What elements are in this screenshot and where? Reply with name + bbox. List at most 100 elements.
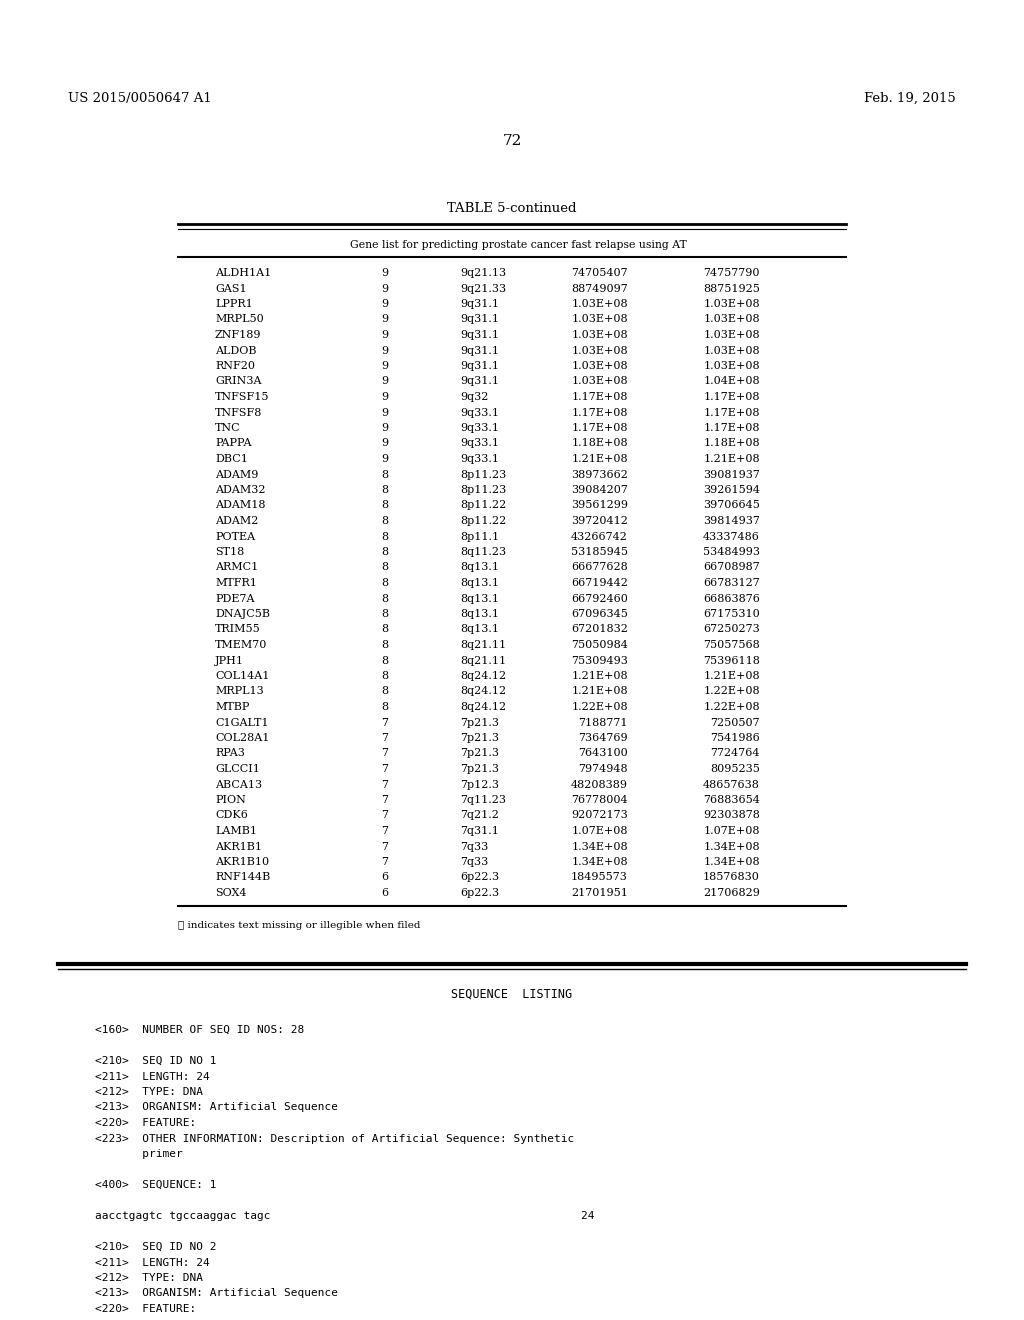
Text: 7: 7 — [382, 780, 388, 789]
Text: 66677628: 66677628 — [571, 562, 628, 573]
Text: ADAM9: ADAM9 — [215, 470, 258, 479]
Text: <212>  TYPE: DNA: <212> TYPE: DNA — [95, 1086, 203, 1097]
Text: 7188771: 7188771 — [579, 718, 628, 727]
Text: 7q33: 7q33 — [460, 842, 488, 851]
Text: POTEA: POTEA — [215, 532, 255, 541]
Text: 8095235: 8095235 — [710, 764, 760, 774]
Text: TABLE 5-continued: TABLE 5-continued — [447, 202, 577, 215]
Text: 8q24.12: 8q24.12 — [460, 702, 506, 711]
Text: ARMC1: ARMC1 — [215, 562, 258, 573]
Text: 8: 8 — [381, 686, 388, 697]
Text: GRIN3A: GRIN3A — [215, 376, 261, 387]
Text: US 2015/0050647 A1: US 2015/0050647 A1 — [68, 92, 212, 106]
Text: 21701951: 21701951 — [571, 888, 628, 898]
Text: 74705407: 74705407 — [571, 268, 628, 279]
Text: 6: 6 — [381, 888, 388, 898]
Text: Feb. 19, 2015: Feb. 19, 2015 — [864, 92, 956, 106]
Text: Ⓢ indicates text missing or illegible when filed: Ⓢ indicates text missing or illegible wh… — [178, 921, 421, 931]
Text: 8: 8 — [381, 640, 388, 649]
Text: 7p21.3: 7p21.3 — [460, 748, 499, 759]
Text: GAS1: GAS1 — [215, 284, 247, 293]
Text: 1.21E+08: 1.21E+08 — [571, 671, 628, 681]
Text: 67096345: 67096345 — [571, 609, 628, 619]
Text: 1.03E+08: 1.03E+08 — [703, 346, 760, 355]
Text: 8q13.1: 8q13.1 — [460, 578, 499, 587]
Text: 8: 8 — [381, 594, 388, 603]
Text: 7: 7 — [382, 718, 388, 727]
Text: 8: 8 — [381, 656, 388, 665]
Text: 48208389: 48208389 — [571, 780, 628, 789]
Text: 8: 8 — [381, 546, 388, 557]
Text: 1.34E+08: 1.34E+08 — [571, 857, 628, 867]
Text: 92303878: 92303878 — [703, 810, 760, 821]
Text: 7: 7 — [382, 764, 388, 774]
Text: 8: 8 — [381, 484, 388, 495]
Text: <210>  SEQ ID NO 1: <210> SEQ ID NO 1 — [95, 1056, 216, 1067]
Text: 9q31.1: 9q31.1 — [460, 330, 499, 341]
Text: Gene list for predicting prostate cancer fast relapse using AT: Gene list for predicting prostate cancer… — [350, 240, 687, 249]
Text: DBC1: DBC1 — [215, 454, 248, 465]
Text: 7: 7 — [382, 857, 388, 867]
Text: <210>  SEQ ID NO 2: <210> SEQ ID NO 2 — [95, 1242, 216, 1251]
Text: 1.03E+08: 1.03E+08 — [703, 300, 760, 309]
Text: LPPR1: LPPR1 — [215, 300, 253, 309]
Text: 8q13.1: 8q13.1 — [460, 562, 499, 573]
Text: 76778004: 76778004 — [571, 795, 628, 805]
Text: 1.34E+08: 1.34E+08 — [703, 857, 760, 867]
Text: 9: 9 — [381, 376, 388, 387]
Text: 6p22.3: 6p22.3 — [460, 888, 499, 898]
Text: 39261594: 39261594 — [703, 484, 760, 495]
Text: 8: 8 — [381, 516, 388, 525]
Text: 1.03E+08: 1.03E+08 — [571, 346, 628, 355]
Text: 39814937: 39814937 — [703, 516, 760, 525]
Text: 66783127: 66783127 — [703, 578, 760, 587]
Text: 1.17E+08: 1.17E+08 — [571, 422, 628, 433]
Text: 9: 9 — [381, 454, 388, 465]
Text: 1.03E+08: 1.03E+08 — [703, 314, 760, 325]
Text: 1.18E+08: 1.18E+08 — [571, 438, 628, 449]
Text: 8: 8 — [381, 624, 388, 635]
Text: COL14A1: COL14A1 — [215, 671, 269, 681]
Text: <400>  SEQUENCE: 1: <400> SEQUENCE: 1 — [95, 1180, 216, 1191]
Text: 7: 7 — [382, 826, 388, 836]
Text: DNAJC5B: DNAJC5B — [215, 609, 270, 619]
Text: TMEM70: TMEM70 — [215, 640, 267, 649]
Text: 1.03E+08: 1.03E+08 — [571, 330, 628, 341]
Text: 66708987: 66708987 — [703, 562, 760, 573]
Text: 1.22E+08: 1.22E+08 — [703, 686, 760, 697]
Text: 9: 9 — [381, 346, 388, 355]
Text: 9q31.1: 9q31.1 — [460, 300, 499, 309]
Text: <211>  LENGTH: 24: <211> LENGTH: 24 — [95, 1258, 210, 1267]
Text: 8p11.1: 8p11.1 — [460, 532, 499, 541]
Text: 7541986: 7541986 — [711, 733, 760, 743]
Text: MTBP: MTBP — [215, 702, 250, 711]
Text: 1.17E+08: 1.17E+08 — [703, 408, 760, 417]
Text: 7q21.2: 7q21.2 — [460, 810, 499, 821]
Text: ALDOB: ALDOB — [215, 346, 256, 355]
Text: AKR1B1: AKR1B1 — [215, 842, 262, 851]
Text: 1.04E+08: 1.04E+08 — [703, 376, 760, 387]
Text: 48657638: 48657638 — [703, 780, 760, 789]
Text: 9q31.1: 9q31.1 — [460, 376, 499, 387]
Text: SEQUENCE  LISTING: SEQUENCE LISTING — [452, 987, 572, 1001]
Text: 66719442: 66719442 — [571, 578, 628, 587]
Text: RNF144B: RNF144B — [215, 873, 270, 883]
Text: aacctgagtc tgccaaggac tagc                                              24: aacctgagtc tgccaaggac tagc 24 — [95, 1210, 595, 1221]
Text: GLCCI1: GLCCI1 — [215, 764, 260, 774]
Text: 8q13.1: 8q13.1 — [460, 609, 499, 619]
Text: 38973662: 38973662 — [571, 470, 628, 479]
Text: 9: 9 — [381, 330, 388, 341]
Text: 9q21.13: 9q21.13 — [460, 268, 506, 279]
Text: 8: 8 — [381, 702, 388, 711]
Text: <211>  LENGTH: 24: <211> LENGTH: 24 — [95, 1072, 210, 1081]
Text: 1.17E+08: 1.17E+08 — [703, 422, 760, 433]
Text: 8q24.12: 8q24.12 — [460, 686, 506, 697]
Text: 75309493: 75309493 — [571, 656, 628, 665]
Text: SOX4: SOX4 — [215, 888, 247, 898]
Text: TNC: TNC — [215, 422, 241, 433]
Text: 9: 9 — [381, 268, 388, 279]
Text: 9q21.33: 9q21.33 — [460, 284, 506, 293]
Text: 7643100: 7643100 — [579, 748, 628, 759]
Text: <223>  OTHER INFORMATION: Description of Artificial Sequence: Synthetic: <223> OTHER INFORMATION: Description of … — [95, 1134, 574, 1143]
Text: <213>  ORGANISM: Artificial Sequence: <213> ORGANISM: Artificial Sequence — [95, 1288, 338, 1299]
